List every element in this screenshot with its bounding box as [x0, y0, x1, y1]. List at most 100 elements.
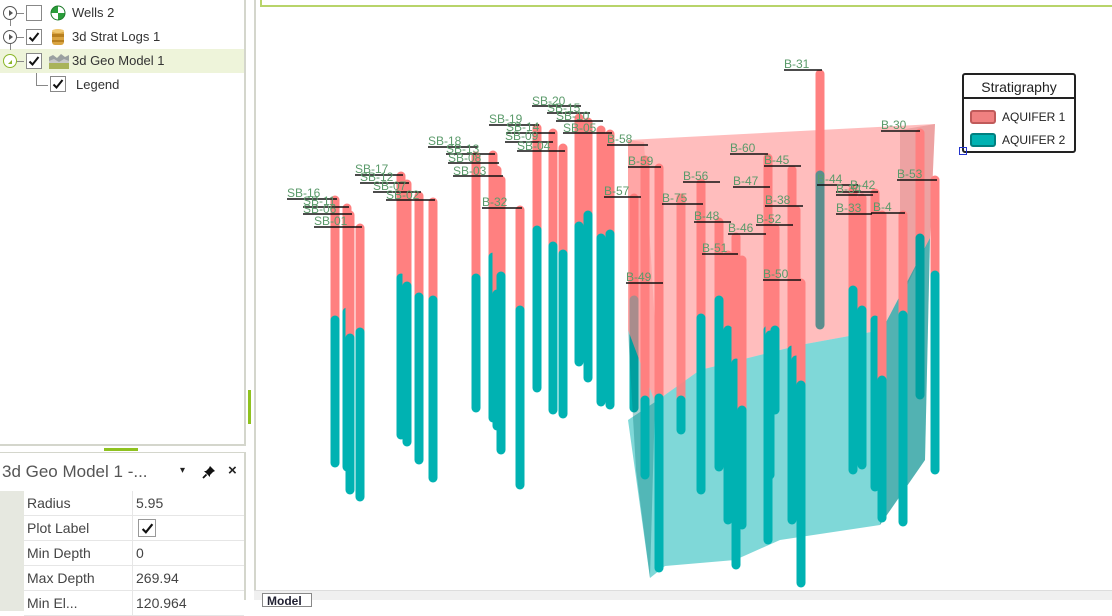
- properties-header: 3d Geo Model 1 -... ▾ ×: [0, 457, 244, 487]
- tree-connector: [17, 13, 24, 14]
- property-name: Max Depth: [27, 570, 95, 586]
- property-row-max-depth[interactable]: Max Depth 269.94: [24, 566, 244, 591]
- legend-item-aquifer-1: AQUIFER 1: [970, 108, 1065, 126]
- expand-icon[interactable]: [3, 30, 17, 44]
- aquifer-1-swatch: [970, 110, 996, 124]
- svg-text:B-34: B-34: [836, 182, 862, 196]
- svg-text:SB-05: SB-05: [563, 121, 597, 135]
- svg-text:B-32: B-32: [482, 195, 508, 209]
- legend-resize-handle[interactable]: [959, 147, 967, 155]
- tree-connector: [17, 61, 24, 62]
- svg-text:B-30: B-30: [881, 118, 907, 132]
- tree-connector: [10, 44, 11, 50]
- svg-text:SB-02: SB-02: [386, 188, 420, 202]
- divider: [132, 541, 133, 566]
- visibility-checkbox[interactable]: [26, 5, 42, 21]
- divider: [132, 491, 133, 516]
- legend-item-aquifer-2: AQUIFER 2: [970, 131, 1065, 149]
- svg-text:SB-06: SB-06: [303, 202, 337, 216]
- svg-text:B-53: B-53: [897, 167, 923, 181]
- tree-item-wells-2[interactable]: Wells 2: [0, 1, 244, 25]
- geo-model-icon: [49, 53, 69, 69]
- property-row-plot-label[interactable]: Plot Label: [24, 516, 244, 541]
- property-value[interactable]: 120.964: [136, 595, 187, 611]
- legend-label: AQUIFER 2: [1002, 133, 1066, 147]
- visibility-checkbox[interactable]: [26, 29, 42, 45]
- viewport-top-border: [260, 0, 1112, 7]
- tree-item-label: 3d Strat Logs 1: [72, 29, 161, 44]
- expand-icon[interactable]: [3, 6, 17, 20]
- svg-text:B-49: B-49: [626, 270, 652, 284]
- tree-item-label: Wells 2: [72, 5, 115, 20]
- svg-text:B-52: B-52: [756, 212, 782, 226]
- wells-icon: [49, 5, 67, 21]
- svg-text:B-75: B-75: [662, 191, 688, 205]
- divider: [132, 516, 133, 541]
- svg-text:B-56: B-56: [683, 169, 709, 183]
- svg-text:B-48: B-48: [694, 209, 720, 223]
- svg-text:B-42: B-42: [850, 178, 876, 192]
- property-row-min-depth[interactable]: Min Depth 0: [24, 541, 244, 566]
- dropdown-icon[interactable]: ▾: [180, 465, 186, 476]
- plot-label-checkbox[interactable]: [138, 519, 156, 537]
- svg-text:SB-08: SB-08: [448, 151, 482, 165]
- svg-text:SB-18: SB-18: [428, 134, 462, 148]
- property-name: Min Depth: [27, 545, 91, 561]
- tree-connector: [36, 85, 48, 86]
- svg-text:SB-11: SB-11: [303, 194, 336, 208]
- vertical-splitter-handle[interactable]: [248, 390, 251, 424]
- tree-item-label: 3d Geo Model 1: [72, 53, 165, 68]
- svg-text:SB-10: SB-10: [556, 109, 590, 123]
- tree-connector: [17, 37, 24, 38]
- svg-text:B-57: B-57: [604, 184, 630, 198]
- svg-text:SB-16: SB-16: [287, 186, 321, 200]
- svg-text:SB-09: SB-09: [505, 129, 539, 143]
- property-value[interactable]: 0: [136, 545, 144, 561]
- svg-text:B-50: B-50: [763, 267, 789, 281]
- divider: [132, 591, 133, 616]
- svg-text:B-58: B-58: [607, 132, 633, 146]
- svg-text:B-60: B-60: [730, 141, 756, 155]
- strat-logs-icon: [49, 28, 67, 45]
- property-row-radius[interactable]: Radius 5.95: [24, 491, 244, 516]
- tree-item-3d-geo-model-1[interactable]: 3d Geo Model 1: [0, 49, 244, 73]
- property-row-min-elevation[interactable]: Min El... 120.964: [24, 591, 244, 616]
- visibility-checkbox[interactable]: [26, 53, 42, 69]
- svg-text:B-45: B-45: [764, 153, 790, 167]
- pin-icon[interactable]: [202, 464, 216, 479]
- svg-text:B-51: B-51: [702, 241, 728, 255]
- tree-connector: [10, 20, 11, 26]
- svg-text:B-38: B-38: [765, 193, 791, 207]
- close-icon[interactable]: ×: [228, 462, 237, 479]
- svg-text:SB-12: SB-12: [360, 170, 394, 184]
- property-name: Min El...: [27, 595, 78, 611]
- view-tab-strip: Model: [254, 590, 1112, 607]
- svg-text:SB-17: SB-17: [355, 162, 389, 176]
- tab-model[interactable]: Model: [262, 593, 312, 607]
- collapse-icon[interactable]: [3, 54, 17, 68]
- properties-gutter: [0, 491, 24, 611]
- property-value[interactable]: 5.95: [136, 495, 164, 511]
- horizontal-splitter-handle[interactable]: [104, 448, 138, 451]
- stratigraphy-legend[interactable]: Stratigraphy AQUIFER 1 AQUIFER 2: [962, 73, 1076, 153]
- geo-model-scene[interactable]: SB-16 SB-11 SB-06 SB-01 SB-17 SB-12 SB-0…: [0, 0, 1112, 592]
- well-label-texts: SB-16 SB-11 SB-06 SB-01 SB-17 SB-12 SB-0…: [287, 57, 923, 284]
- svg-text:B-59: B-59: [628, 154, 654, 168]
- legend-title: Stratigraphy: [964, 75, 1074, 99]
- properties-panel: 3d Geo Model 1 -... ▾ × Radius 5.95 Plot…: [0, 452, 246, 616]
- tree-item-3d-strat-logs-1[interactable]: 3d Strat Logs 1: [0, 25, 244, 49]
- property-value[interactable]: 269.94: [136, 570, 179, 586]
- svg-text:SB-04: SB-04: [517, 139, 551, 153]
- tree-item-legend[interactable]: Legend: [0, 73, 244, 97]
- svg-text:SB-13: SB-13: [446, 142, 480, 156]
- svg-text:B-33: B-33: [836, 201, 862, 215]
- well-labels: SB-16 SB-11 SB-06 SB-01 SB-17 SB-12 SB-0…: [287, 57, 937, 284]
- svg-text:B-47: B-47: [733, 174, 759, 188]
- layer-tree-panel: Wells 2 3d Strat Logs 1 3d Geo Model 1 L…: [0, 0, 246, 446]
- svg-text:SB-14: SB-14: [506, 120, 540, 134]
- tree-item-label: Legend: [76, 77, 120, 92]
- visibility-checkbox[interactable]: [50, 76, 66, 92]
- svg-text:SB-19: SB-19: [489, 112, 523, 126]
- well-sticks-right: [640, 69, 940, 588]
- svg-text:B-46: B-46: [728, 221, 754, 235]
